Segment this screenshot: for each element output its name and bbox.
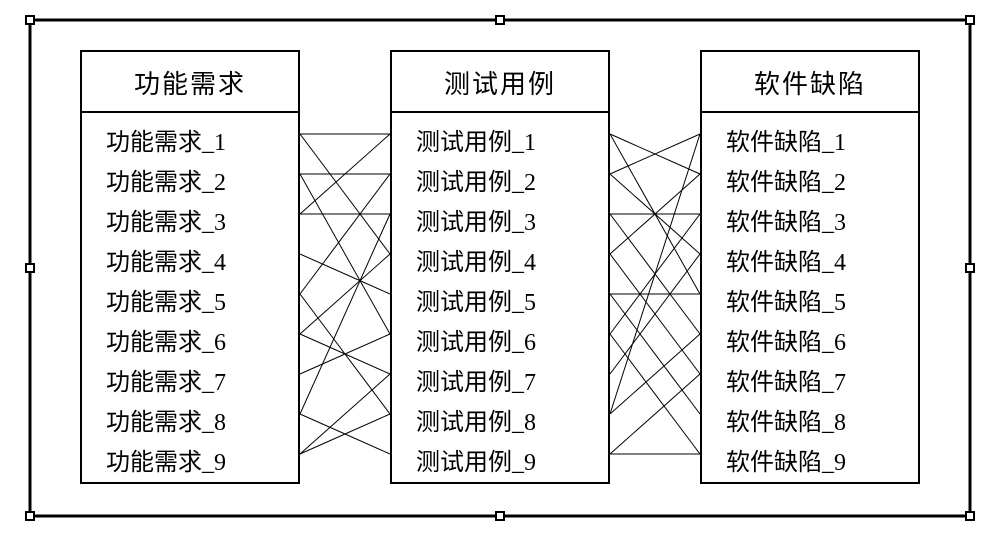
req-test-edge (300, 134, 390, 254)
testcases-item: 测试用例_5 (416, 283, 608, 323)
selection-handle[interactable] (965, 15, 975, 25)
req-test-edge (300, 254, 390, 334)
req-test-edge (300, 174, 390, 294)
requirements-item: 功能需求_3 (106, 203, 298, 243)
requirements-header: 功能需求 (82, 52, 298, 113)
selection-handle[interactable] (25, 511, 35, 521)
requirements-item: 功能需求_4 (106, 243, 298, 283)
testcases-box: 测试用例测试用例_1测试用例_2测试用例_3测试用例_4测试用例_5测试用例_6… (390, 50, 610, 484)
defects-item: 软件缺陷_5 (726, 283, 918, 323)
selection-handle[interactable] (495, 511, 505, 521)
requirements-item: 功能需求_9 (106, 443, 298, 483)
test-defect-edge (610, 134, 700, 414)
defects-list: 软件缺陷_1软件缺陷_2软件缺陷_3软件缺陷_4软件缺陷_5软件缺陷_6软件缺陷… (702, 113, 918, 493)
defects-item: 软件缺陷_1 (726, 123, 918, 163)
selection-handle[interactable] (25, 263, 35, 273)
test-defect-edge (610, 334, 700, 414)
req-test-edge (300, 174, 390, 334)
requirements-item: 功能需求_5 (106, 283, 298, 323)
testcases-item: 测试用例_3 (416, 203, 608, 243)
testcases-item: 测试用例_1 (416, 123, 608, 163)
testcases-item: 测试用例_6 (416, 323, 608, 363)
defects-item: 软件缺陷_9 (726, 443, 918, 483)
testcases-item: 测试用例_2 (416, 163, 608, 203)
requirements-item: 功能需求_2 (106, 163, 298, 203)
test-defect-edge (610, 334, 700, 454)
test-defect-edge (610, 374, 700, 454)
requirements-item: 功能需求_6 (106, 323, 298, 363)
req-test-edge (300, 254, 390, 294)
requirements-item: 功能需求_1 (106, 123, 298, 163)
testcases-item: 测试用例_4 (416, 243, 608, 283)
testcases-item: 测试用例_9 (416, 443, 608, 483)
defects-item: 软件缺陷_6 (726, 323, 918, 363)
req-test-edge (300, 214, 390, 414)
testcases-item: 测试用例_7 (416, 363, 608, 403)
selection-handle[interactable] (25, 15, 35, 25)
testcases-item: 测试用例_8 (416, 403, 608, 443)
requirements-box: 功能需求功能需求_1功能需求_2功能需求_3功能需求_4功能需求_5功能需求_6… (80, 50, 300, 484)
defects-item: 软件缺陷_7 (726, 363, 918, 403)
defects-item: 软件缺陷_2 (726, 163, 918, 203)
defects-header: 软件缺陷 (702, 52, 918, 113)
requirements-item: 功能需求_8 (106, 403, 298, 443)
defects-item: 软件缺陷_4 (726, 243, 918, 283)
selection-handle[interactable] (965, 511, 975, 521)
defects-box: 软件缺陷软件缺陷_1软件缺陷_2软件缺陷_3软件缺陷_4软件缺陷_5软件缺陷_6… (700, 50, 920, 484)
req-test-edge (300, 374, 390, 454)
testcases-list: 测试用例_1测试用例_2测试用例_3测试用例_4测试用例_5测试用例_6测试用例… (392, 113, 608, 493)
selection-handle[interactable] (965, 263, 975, 273)
defects-item: 软件缺陷_3 (726, 203, 918, 243)
defects-item: 软件缺陷_8 (726, 403, 918, 443)
testcases-header: 测试用例 (392, 52, 608, 113)
selection-handle[interactable] (495, 15, 505, 25)
requirements-item: 功能需求_7 (106, 363, 298, 403)
test-defect-edge (610, 294, 700, 414)
requirements-list: 功能需求_1功能需求_2功能需求_3功能需求_4功能需求_5功能需求_6功能需求… (82, 113, 298, 493)
